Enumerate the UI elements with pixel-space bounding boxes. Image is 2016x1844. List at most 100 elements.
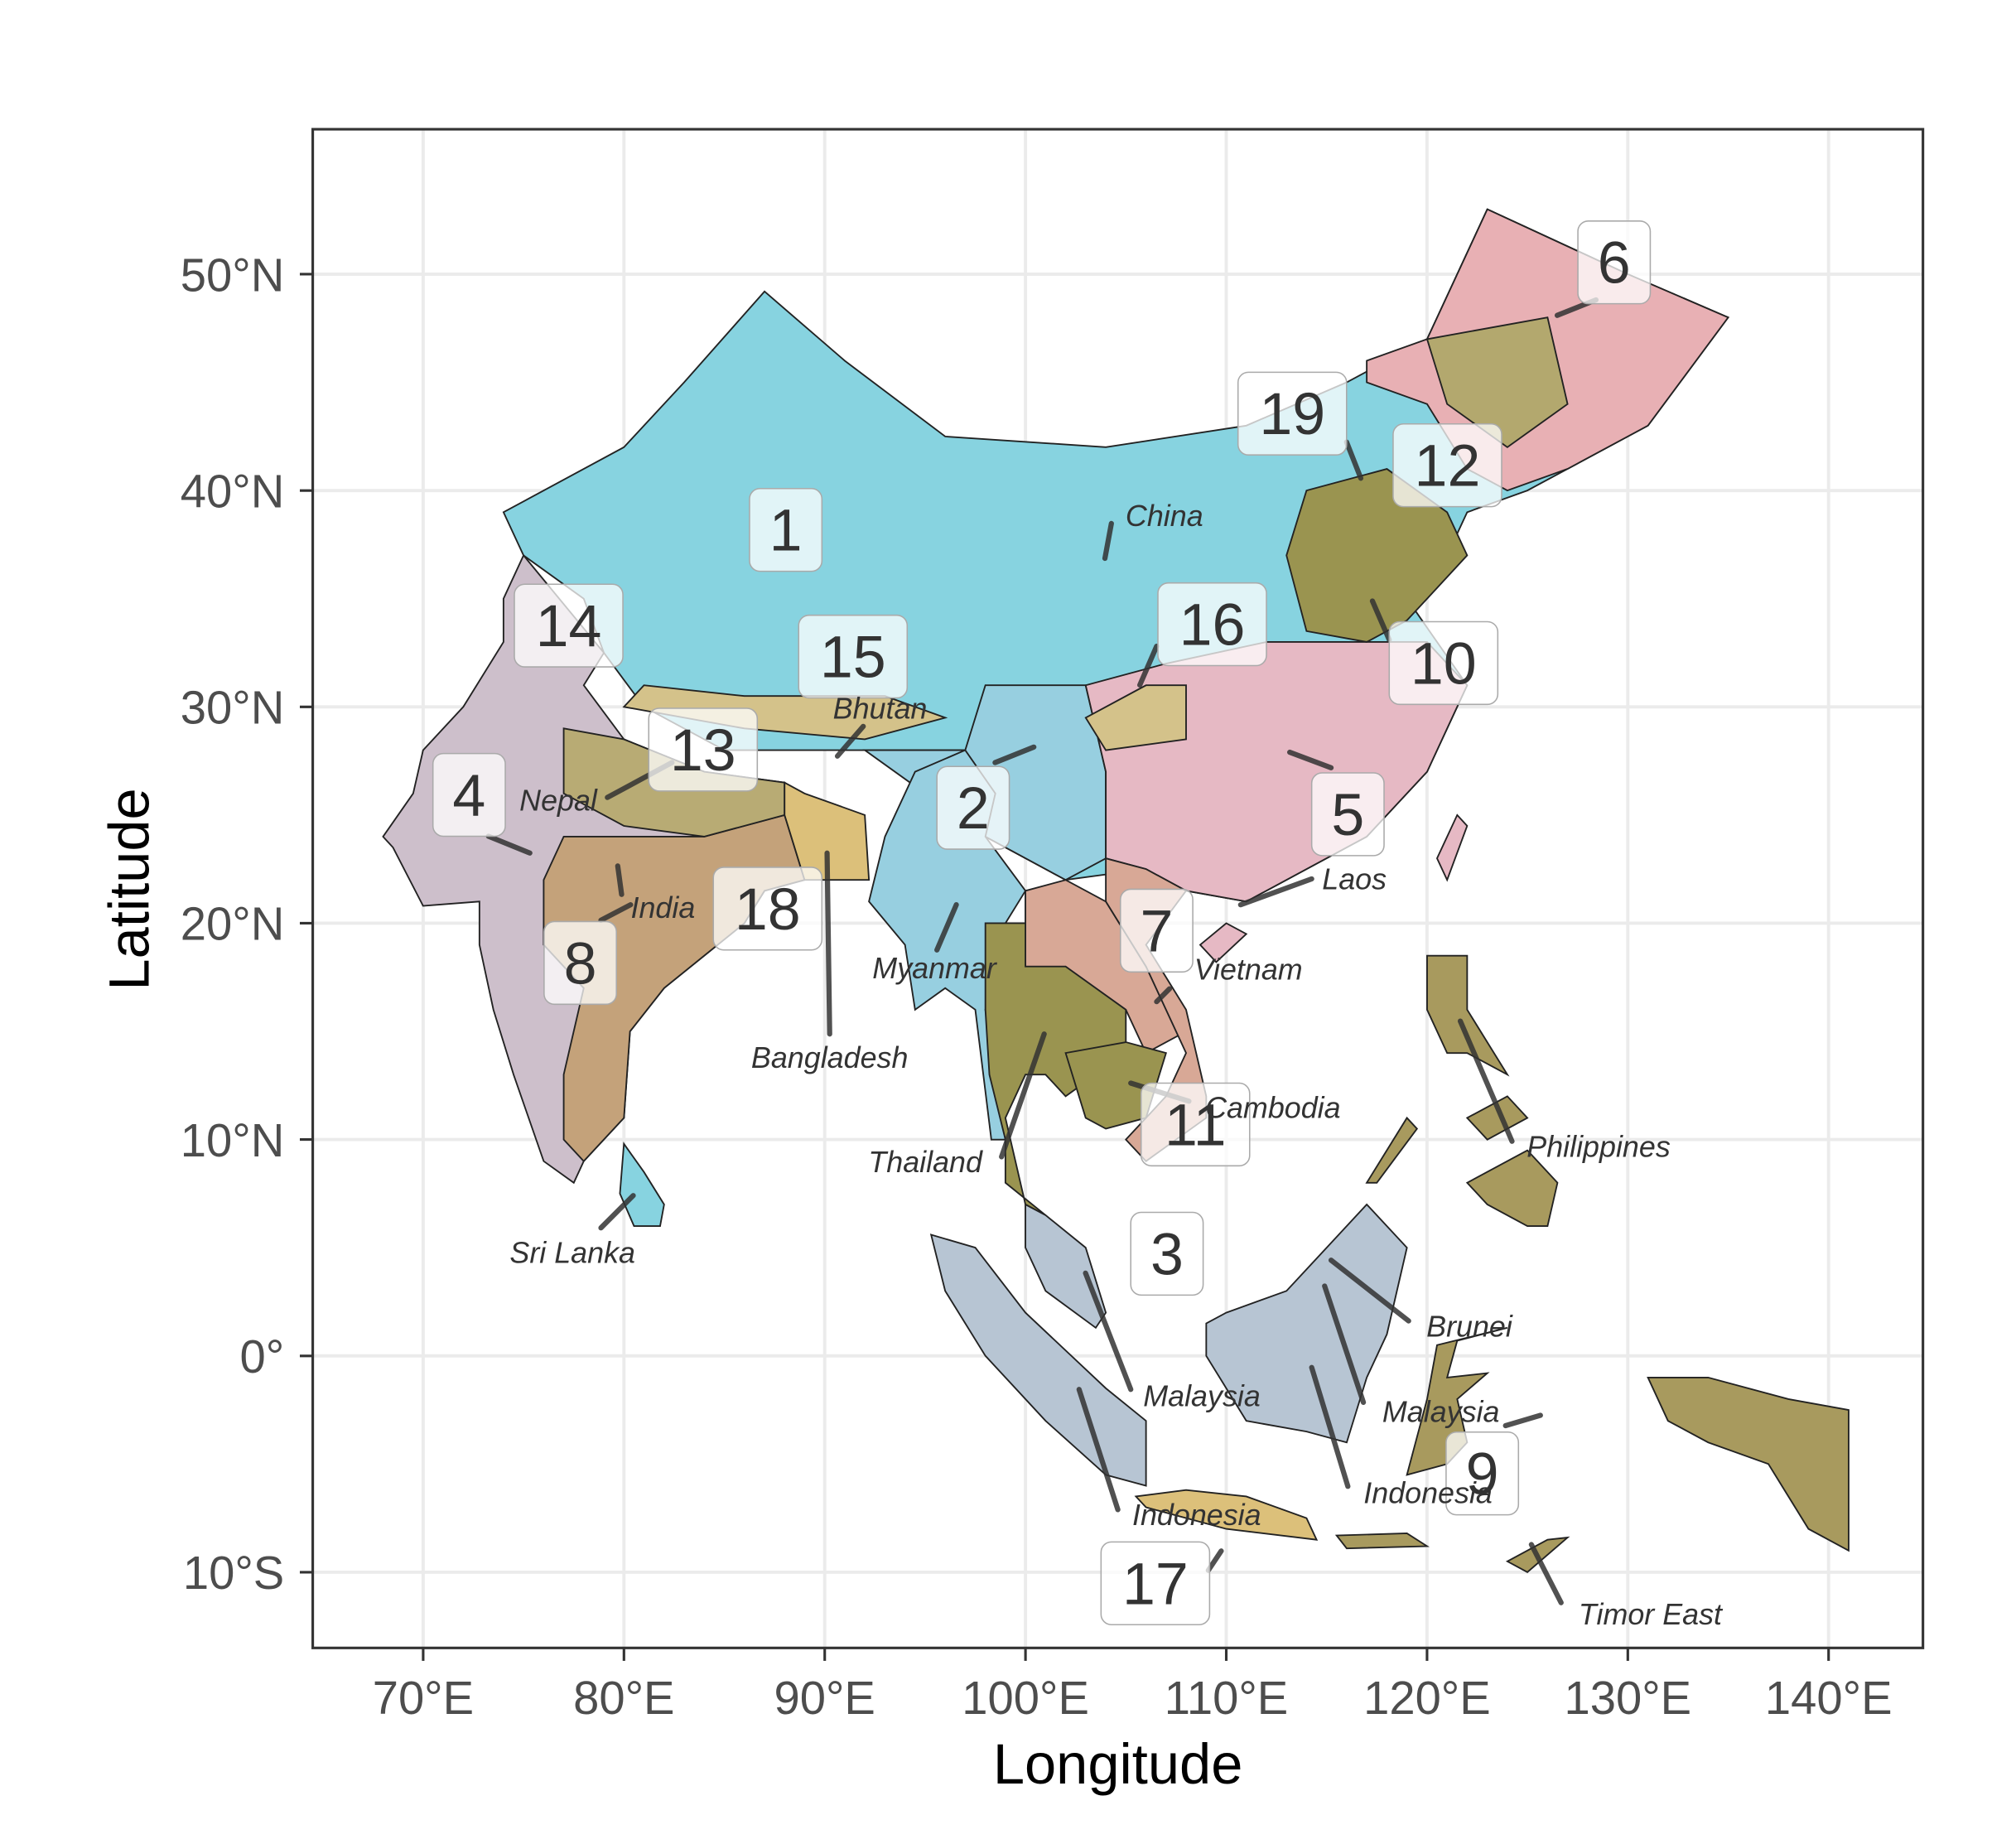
region-label: 15 [820,625,886,691]
land-area [1334,1532,1430,1550]
x-tick-label: 100°E [962,1672,1089,1724]
leader-line [1287,749,1334,770]
y-axis-title: Latitude [97,788,161,990]
land-area [1025,1203,1107,1330]
leader-line [1369,598,1392,643]
land-area [1435,813,1469,882]
leader-line [834,723,866,759]
land-area [984,922,1127,1216]
land-area [1426,954,1510,1077]
region-label: 12 [1415,433,1481,500]
country-label: China [1126,500,1203,533]
land-area [784,781,871,881]
land-area [1084,684,1187,751]
region-label: 7 [1140,898,1173,964]
y-tick-label: 40°N [181,465,284,517]
country-label: Bangladesh [751,1041,909,1074]
region-label: 2 [957,775,990,842]
y-tick-label: 0° [240,1330,285,1383]
x-tick-label: 130°E [1565,1672,1692,1724]
x-tick-label: 120°E [1363,1672,1491,1724]
x-tick-label: 140°E [1765,1672,1893,1724]
region-label-box [1100,1541,1211,1626]
leader-line [1309,1364,1351,1489]
leader-line [1154,986,1173,1005]
plot-border [311,128,1925,1649]
region-label: 18 [735,876,801,943]
leader-line [999,1031,1047,1160]
leader-line [1502,1412,1543,1429]
country-label: Brunei [1426,1310,1513,1343]
x-axis-title: Longitude [993,1732,1243,1796]
region-label: 9 [1466,1441,1499,1508]
leader-line [1328,1257,1411,1324]
region-label-box [432,752,506,838]
region-label-box [1310,772,1385,857]
land-area [619,1142,665,1227]
leader-line [1322,1283,1367,1405]
region-label: 14 [536,593,602,659]
leader-line [1102,520,1114,562]
country-label: Malaysia [1143,1380,1261,1413]
region-label-box [1577,220,1652,305]
country-label: Indonesia [1363,1477,1493,1510]
land-area [1199,922,1248,963]
region-label-box [798,614,909,699]
region-label-box [749,487,823,572]
x-tick-label: 70°E [373,1672,474,1724]
region-label-box [1157,582,1267,667]
country-label: India [631,891,696,924]
country-label: Nepal [519,784,598,817]
region-label-box [1130,1211,1204,1296]
region-label-box [514,583,624,668]
leader-line [1137,644,1160,688]
x-tick-label: 90°E [774,1672,875,1724]
leaders [485,297,1599,1605]
y-tick-label: 30°N [181,682,284,734]
y-tick-label: 10°N [181,1114,284,1166]
region-label: 16 [1179,592,1246,659]
y-tick-label: 10°S [183,1547,284,1599]
country-label: Vietnam [1194,953,1303,987]
region-label: 17 [1122,1551,1189,1617]
region-label: 5 [1331,782,1364,848]
leader-line [598,902,634,924]
y-tick-label: 50°N [181,249,284,301]
leader-line [992,744,1037,765]
leader-line [615,863,625,897]
country-label: Bhutan [833,692,928,725]
region-label-box [543,920,618,1006]
leader-line [485,833,533,856]
land-area [1465,1149,1559,1227]
region-label: 4 [452,763,485,829]
leader-line [1205,1548,1224,1573]
land [382,208,1850,1574]
leader-line [824,850,832,1037]
leader-line [1343,439,1364,481]
land-area [1647,1376,1850,1552]
region-label-box [1237,371,1348,456]
region-label-box [1140,1082,1251,1167]
x-tick-label: 80°E [573,1672,674,1724]
leader-line [934,902,959,953]
land-area [1365,1116,1419,1184]
axes: 70°E 80°E 90°E 100°E 110°E 120°E 130°E 140°E10°… [181,249,1893,1724]
region-label: 6 [1598,230,1631,297]
region-label-box [712,866,823,951]
leader-line [598,1193,636,1231]
country-label: Thailand [868,1146,983,1179]
country-label: Philippines [1526,1130,1671,1163]
y-tick-label: 20°N [181,898,284,950]
x-tick-label: 110°E [1165,1672,1288,1724]
region-label-box [1392,422,1502,508]
region-label-box [1445,1431,1520,1516]
region-label: 11 [1165,1092,1227,1158]
region-label: 19 [1259,381,1325,447]
region-label: 3 [1150,1221,1184,1287]
region-label-box [648,707,759,792]
region-label: 1 [769,498,803,564]
leader-line [1076,1387,1121,1513]
land-area [1134,1489,1319,1541]
